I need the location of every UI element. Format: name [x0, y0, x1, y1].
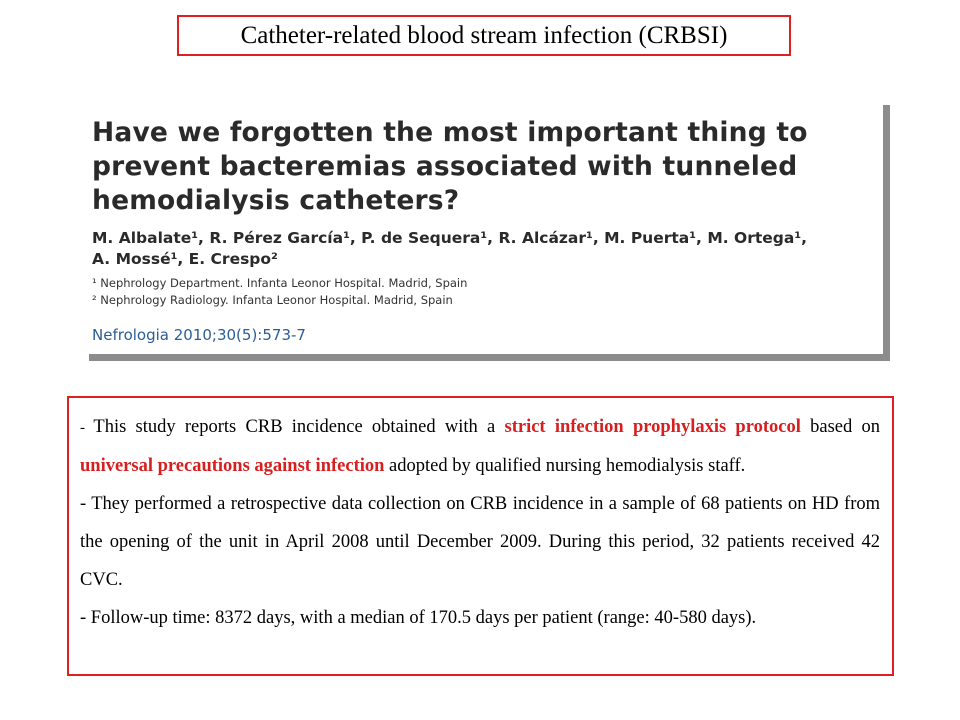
- affiliation-2: ² Nephrology Radiology. Infanta Leonor H…: [92, 293, 453, 307]
- summary-paragraph-3: - Follow-up time: 8372 days, with a medi…: [80, 608, 757, 628]
- slide-title-box: Catheter-related blood stream infection …: [177, 15, 791, 56]
- bullet-dash: -: [80, 420, 94, 436]
- summary-text: adopted by qualified nursing hemodialysi…: [384, 456, 746, 476]
- summary-paragraph-2: - They performed a retrospective data co…: [80, 494, 880, 590]
- paper-authors: M. Albalate¹, R. Pérez García¹, P. de Se…: [92, 228, 882, 270]
- highlight-precautions: universal precautions against infection: [80, 456, 385, 476]
- summary-text: This study reports CRB incidence obtaine…: [93, 417, 505, 437]
- affiliation-1: ¹ Nephrology Department. Infanta Leonor …: [92, 276, 468, 290]
- paper-citation: Nefrologia 2010;30(5):573-7: [92, 326, 306, 344]
- paper-title: Have we forgotten the most important thi…: [92, 117, 808, 216]
- authors-line-1: M. Albalate¹, R. Pérez García¹, P. de Se…: [92, 229, 807, 247]
- highlight-protocol: strict infection prophylaxis protocol: [504, 417, 801, 437]
- slide-title: Catheter-related blood stream infection …: [240, 21, 728, 49]
- paper-clipping: Have we forgotten the most important thi…: [82, 98, 883, 354]
- authors-line-2: A. Mossé¹, E. Crespo²: [92, 250, 278, 268]
- summary-paragraph-1: - This study reports CRB incidence obtai…: [80, 408, 880, 485]
- summary-text: based on: [800, 417, 880, 437]
- summary-box: - This study reports CRB incidence obtai…: [67, 396, 894, 676]
